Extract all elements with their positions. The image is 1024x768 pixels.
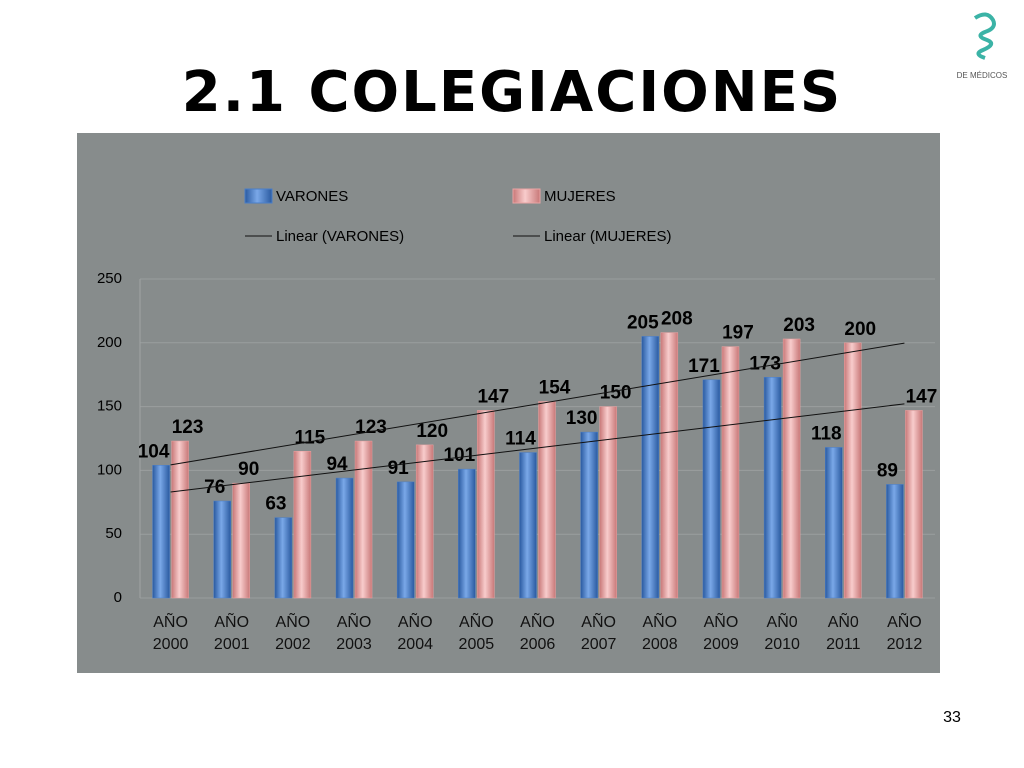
value-label: 130 [566, 408, 598, 429]
x-tick-label: AÑO 2007 [580, 614, 617, 653]
legend-label: VARONES [276, 188, 348, 205]
bar [232, 482, 250, 599]
page-number: 33 [943, 709, 961, 726]
x-tick-label: AÑ0 2011 [826, 614, 861, 653]
bar [458, 468, 476, 599]
value-label: 114 [505, 429, 536, 450]
value-label: 90 [238, 459, 259, 480]
logo-icon [973, 12, 996, 60]
value-label: 101 [443, 445, 475, 466]
x-tick-label: AÑO 2006 [519, 614, 556, 653]
value-label: 147 [477, 386, 509, 407]
bar [905, 410, 923, 599]
value-label: 120 [416, 421, 448, 442]
x-tick-label: AÑO 2002 [275, 614, 311, 653]
logo-text: DE MÉDICOS [957, 71, 1008, 80]
chart-title: 2.1 COLEGIACIONES [182, 60, 842, 125]
bar [213, 500, 231, 599]
x-tick-label: AÑ0 2010 [764, 614, 800, 653]
y-tick-label: 250 [97, 270, 122, 287]
value-label: 147 [906, 386, 938, 407]
value-label: 173 [749, 353, 781, 374]
legend-swatch [512, 188, 541, 204]
x-tick-label: AÑO 2009 [703, 614, 739, 653]
bar [519, 452, 537, 599]
bar [354, 440, 373, 599]
x-tick-label: AÑO 2001 [213, 614, 250, 653]
bar [415, 444, 434, 599]
y-tick-label: 100 [97, 461, 122, 478]
bar [886, 484, 904, 599]
value-label: 94 [326, 454, 348, 475]
y-tick-label: 200 [97, 334, 122, 351]
value-label: 200 [844, 319, 876, 340]
bar [396, 481, 415, 599]
x-tick-label: AÑO 2005 [458, 614, 495, 653]
value-label: 208 [661, 309, 693, 330]
value-label: 89 [877, 460, 898, 481]
trend-line [170, 342, 905, 466]
value-label: 123 [355, 417, 387, 438]
value-label: 171 [688, 356, 720, 377]
value-label: 63 [265, 494, 286, 515]
bar [825, 447, 843, 599]
legend-label: Linear (MUJERES) [544, 228, 672, 245]
bar [274, 517, 293, 599]
value-label: 115 [295, 427, 326, 448]
legend-swatch [244, 188, 273, 204]
bar [477, 410, 495, 599]
trend-line [170, 403, 905, 493]
bar [599, 406, 617, 599]
bar [702, 379, 721, 599]
bar [335, 477, 354, 599]
x-tick-label: AÑO 2004 [397, 614, 433, 653]
x-tick-label: AÑO 2012 [886, 614, 923, 653]
bar [782, 338, 801, 599]
bar [293, 451, 312, 599]
value-label: 91 [388, 458, 410, 479]
y-tick-label: 50 [105, 525, 122, 542]
value-label: 150 [600, 383, 632, 404]
bar [580, 431, 598, 599]
bar [641, 336, 660, 599]
bar [538, 401, 556, 599]
bar [171, 440, 189, 599]
value-label: 76 [204, 477, 225, 498]
bar [763, 377, 782, 599]
bar [844, 342, 862, 599]
bar [721, 346, 740, 599]
value-label: 123 [172, 417, 204, 438]
bar [660, 332, 679, 599]
x-tick-label: AÑO 2008 [642, 614, 678, 653]
value-label: 197 [722, 323, 754, 344]
value-label: 203 [783, 315, 815, 336]
x-tick-label: AÑO 2000 [152, 614, 189, 653]
x-tick-label: AÑO 2003 [336, 614, 372, 653]
value-label: 205 [627, 312, 659, 333]
legend-label: Linear (VARONES) [276, 228, 404, 245]
y-tick-label: 0 [114, 589, 122, 606]
value-label: 154 [539, 378, 571, 399]
value-label: 118 [811, 423, 842, 444]
bar [152, 465, 170, 599]
y-tick-label: 150 [97, 398, 122, 415]
legend-label: MUJERES [544, 188, 616, 205]
value-label: 104 [138, 441, 170, 462]
